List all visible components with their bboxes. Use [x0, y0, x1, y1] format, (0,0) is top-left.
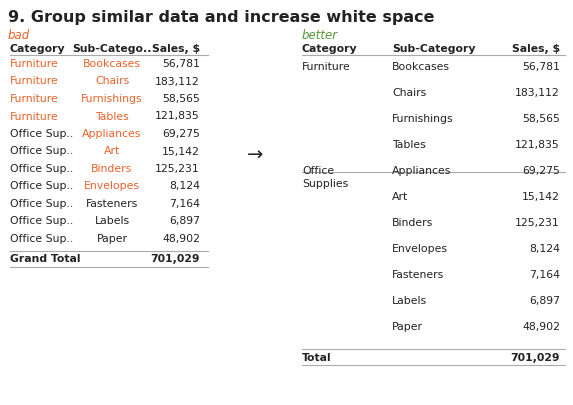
Text: Office Sup..: Office Sup..: [10, 181, 73, 191]
Text: Sub-Category: Sub-Category: [392, 44, 476, 54]
Text: 7,164: 7,164: [169, 198, 200, 209]
Text: 48,902: 48,902: [522, 321, 560, 331]
Text: Total: Total: [302, 352, 332, 362]
Text: Appliances: Appliances: [392, 166, 452, 175]
Text: 183,112: 183,112: [515, 88, 560, 98]
Text: 9. Group similar data and increase white space: 9. Group similar data and increase white…: [8, 10, 434, 25]
Text: 15,142: 15,142: [162, 146, 200, 156]
Text: 7,164: 7,164: [529, 269, 560, 279]
Text: Bookcases: Bookcases: [83, 59, 141, 69]
Text: 8,124: 8,124: [529, 243, 560, 254]
Text: Office
Supplies: Office Supplies: [302, 166, 348, 189]
Text: Art: Art: [392, 192, 408, 202]
Text: Paper: Paper: [392, 321, 423, 331]
Text: Fasteners: Fasteners: [392, 269, 444, 279]
Text: Labels: Labels: [95, 216, 129, 226]
Text: Fasteners: Fasteners: [86, 198, 138, 209]
Text: 58,565: 58,565: [162, 94, 200, 104]
Text: bad: bad: [8, 29, 30, 42]
Text: Furniture: Furniture: [302, 62, 351, 72]
Text: 121,835: 121,835: [515, 140, 560, 149]
Text: Furnishings: Furnishings: [81, 94, 143, 104]
Text: 121,835: 121,835: [155, 111, 200, 121]
Text: Envelopes: Envelopes: [392, 243, 448, 254]
Text: 8,124: 8,124: [169, 181, 200, 191]
Text: Grand Total: Grand Total: [10, 254, 80, 264]
Text: Art: Art: [104, 146, 120, 156]
Text: 701,029: 701,029: [151, 254, 200, 264]
Text: Office Sup..: Office Sup..: [10, 164, 73, 174]
Text: Office Sup..: Office Sup..: [10, 233, 73, 243]
Text: Furniture: Furniture: [10, 59, 59, 69]
Text: Category: Category: [302, 44, 358, 54]
Text: Tables: Tables: [392, 140, 426, 149]
Text: 56,781: 56,781: [522, 62, 560, 72]
Text: Sales, $: Sales, $: [512, 44, 560, 54]
Text: Chairs: Chairs: [392, 88, 426, 98]
Text: 6,897: 6,897: [529, 295, 560, 305]
Text: Office Sup..: Office Sup..: [10, 146, 73, 156]
Text: Office Sup..: Office Sup..: [10, 129, 73, 139]
Text: Office Sup..: Office Sup..: [10, 198, 73, 209]
Text: Labels: Labels: [392, 295, 427, 305]
Text: 69,275: 69,275: [162, 129, 200, 139]
Text: 6,897: 6,897: [169, 216, 200, 226]
Text: 69,275: 69,275: [522, 166, 560, 175]
Text: 48,902: 48,902: [162, 233, 200, 243]
Text: 125,231: 125,231: [155, 164, 200, 174]
Text: Binders: Binders: [392, 217, 433, 228]
Text: 56,781: 56,781: [162, 59, 200, 69]
Text: Furnishings: Furnishings: [392, 114, 454, 124]
Text: Furniture: Furniture: [10, 111, 59, 121]
Text: Tables: Tables: [95, 111, 129, 121]
Text: Appliances: Appliances: [83, 129, 142, 139]
Text: 58,565: 58,565: [522, 114, 560, 124]
Text: 125,231: 125,231: [515, 217, 560, 228]
Text: Furniture: Furniture: [10, 94, 59, 104]
Text: Furniture: Furniture: [10, 76, 59, 86]
Text: Sales, $: Sales, $: [152, 44, 200, 54]
Text: Binders: Binders: [91, 164, 132, 174]
Text: 701,029: 701,029: [511, 352, 560, 362]
Text: Envelopes: Envelopes: [84, 181, 140, 191]
Text: Sub-Catego..: Sub-Catego..: [72, 44, 152, 54]
Text: better: better: [302, 29, 338, 42]
Text: →: →: [247, 145, 263, 164]
Text: Office Sup..: Office Sup..: [10, 216, 73, 226]
Text: Bookcases: Bookcases: [392, 62, 450, 72]
Text: Paper: Paper: [96, 233, 128, 243]
Text: Chairs: Chairs: [95, 76, 129, 86]
Text: 183,112: 183,112: [155, 76, 200, 86]
Text: Category: Category: [10, 44, 66, 54]
Text: 15,142: 15,142: [522, 192, 560, 202]
